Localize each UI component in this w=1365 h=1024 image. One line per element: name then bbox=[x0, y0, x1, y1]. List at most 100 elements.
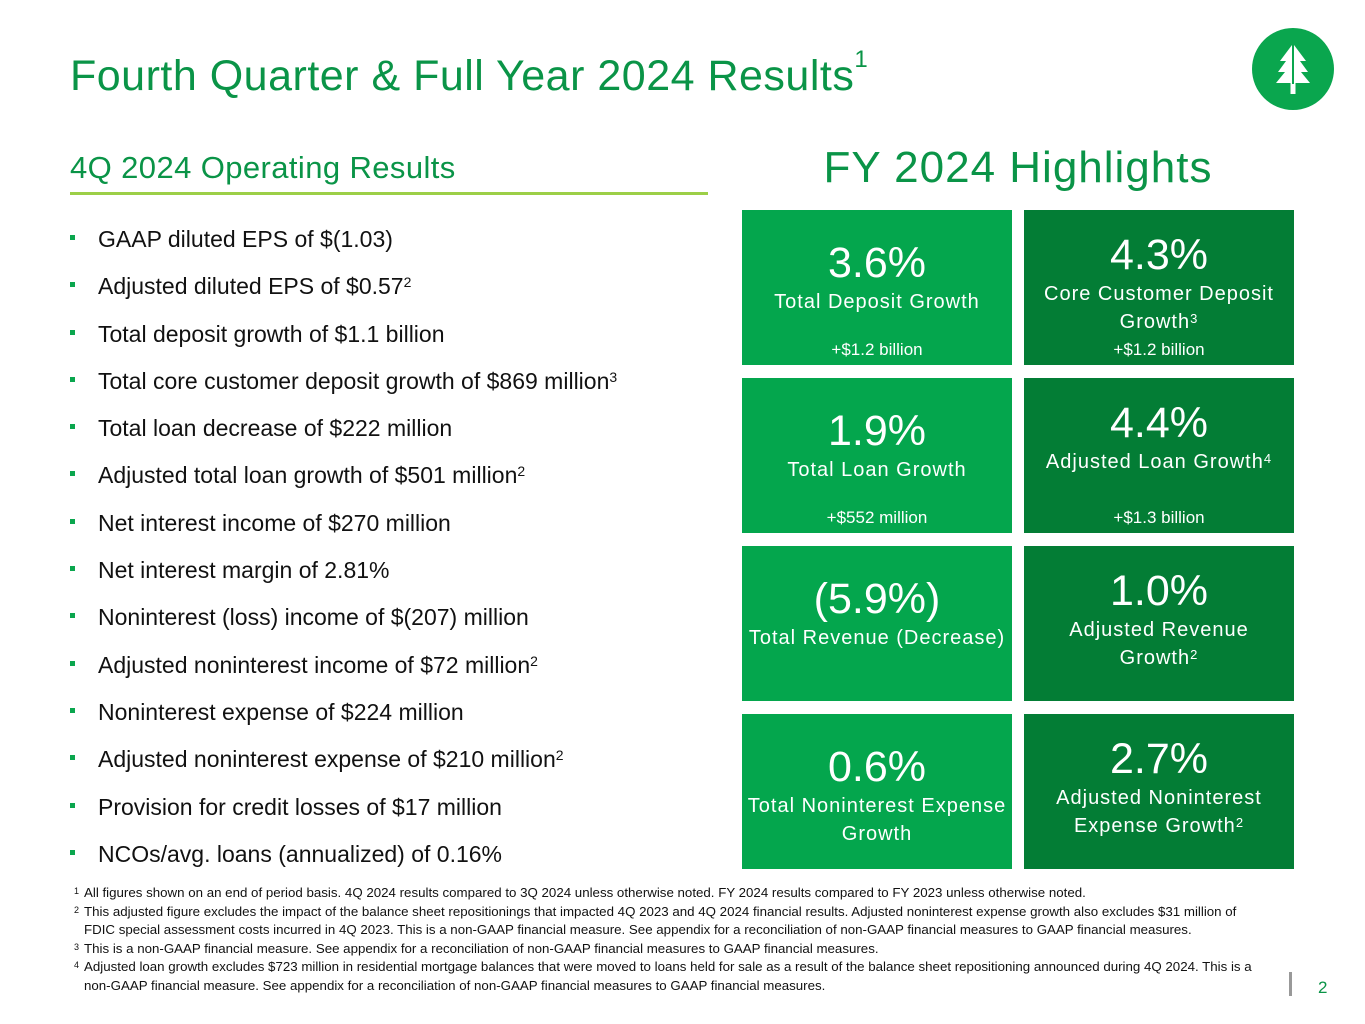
highlight-label-text: Adjusted Loan Growth bbox=[1045, 451, 1264, 473]
bullet-square-icon bbox=[70, 235, 75, 240]
operating-results-heading: 4Q 2024 Operating Results bbox=[70, 150, 456, 185]
highlight-amount: +$1.3 billion bbox=[1113, 508, 1205, 527]
page-title-footnote-ref: 1 bbox=[854, 46, 869, 73]
operating-result-item: Adjusted noninterest expense of $210 mil… bbox=[70, 742, 617, 789]
footnote: 3 This is a non-GAAP financial measure. S… bbox=[74, 940, 1264, 959]
footnote-text: All figures shown on an end of period ba… bbox=[84, 885, 1086, 900]
highlight-value: 4.3% bbox=[1109, 231, 1208, 279]
operating-result-text: GAAP diluted EPS of $(1.03) bbox=[98, 226, 393, 252]
footnote-number: 1 bbox=[74, 886, 80, 896]
bullet-square-icon bbox=[70, 613, 75, 619]
operating-result-item: GAAP diluted EPS of $(1.03) bbox=[70, 222, 617, 269]
operating-result-text: Adjusted noninterest income of $72 milli… bbox=[98, 651, 531, 678]
highlight-amount: +$552 million bbox=[826, 508, 928, 527]
highlight-value: 3.6% bbox=[827, 239, 926, 287]
highlight-label-text: Total Noninterest Expense Growth bbox=[747, 795, 1007, 845]
footnote-text: Adjusted loan growth excludes $723 milli… bbox=[84, 959, 1252, 993]
operating-result-text: Adjusted diluted EPS of $0.57 bbox=[98, 273, 404, 300]
operating-result-text: Total loan decrease of $222 million bbox=[98, 415, 453, 442]
footnote-number: 3 bbox=[74, 941, 80, 952]
highlight-label-text: Total Revenue (Decrease) bbox=[748, 627, 1006, 649]
footnote-ref: 3 bbox=[609, 368, 618, 385]
bullet-square-icon bbox=[70, 566, 75, 572]
highlight-label-text: Core Customer Deposit Growth bbox=[1044, 283, 1274, 333]
highlight-tile: 1.9% Total Loan Growth +$552 million bbox=[742, 378, 1012, 533]
highlight-label-text: Adjusted Revenue Growth bbox=[1069, 619, 1249, 669]
highlight-tile: 4.4% Adjusted Loan Growth4 +$1.3 billion bbox=[1024, 378, 1294, 533]
highlight-tile: 2.7% Adjusted Noninterest Expense Growth2 bbox=[1024, 714, 1294, 869]
highlight-label: Total Revenue (Decrease) bbox=[746, 624, 1008, 652]
page-number-divider bbox=[1289, 972, 1292, 996]
page-title: Fourth Quarter & Full Year 2024 Results1 bbox=[70, 46, 868, 101]
operating-result-item: Adjusted noninterest income of $72 milli… bbox=[70, 648, 617, 695]
footnote: 1 All figures shown on an end of period b… bbox=[74, 884, 1264, 903]
bullet-square-icon bbox=[70, 471, 75, 477]
bullet-square-icon bbox=[70, 282, 75, 288]
highlight-tile: 3.6% Total Deposit Growth +$1.2 billion bbox=[742, 210, 1012, 365]
page-title-text: Fourth Quarter & Full Year 2024 Results bbox=[70, 52, 855, 100]
bullet-square-icon bbox=[70, 660, 75, 666]
operating-result-item: NCOs/avg. loans (annualized) of 0.16% bbox=[70, 837, 617, 884]
bullet-square-icon bbox=[70, 707, 75, 713]
highlight-label-text: Total Loan Growth bbox=[787, 459, 967, 481]
operating-result-text: Net interest margin of 2.81% bbox=[98, 557, 390, 584]
footnote: 2 This adjusted figure excludes the impac… bbox=[74, 903, 1264, 940]
operating-result-text: Adjusted noninterest expense of $210 mil… bbox=[98, 746, 556, 773]
footnote-ref: 2 bbox=[1235, 815, 1245, 830]
tree-logo-icon bbox=[1252, 28, 1334, 110]
footnote-text: This adjusted figure excludes the impact… bbox=[84, 903, 1237, 938]
footnote-ref: 2 bbox=[403, 274, 412, 291]
operating-result-item: Noninterest expense of $224 million bbox=[70, 695, 617, 742]
operating-result-text: Total deposit growth of $1.1 billion bbox=[98, 320, 445, 347]
section-divider bbox=[70, 192, 708, 195]
highlight-tile: 4.3% Core Customer Deposit Growth3 +$1.2 b… bbox=[1024, 210, 1294, 365]
footnote-ref: 4 bbox=[1263, 451, 1273, 466]
footnote: 4 Adjusted loan growth excludes $723 mill… bbox=[74, 958, 1264, 995]
highlight-label-text: Adjusted Noninterest Expense Growth bbox=[1056, 787, 1262, 837]
highlight-label: Total Loan Growth bbox=[746, 456, 1008, 484]
footnote-number: 4 bbox=[74, 960, 80, 970]
highlight-label: Total Deposit Growth bbox=[746, 288, 1008, 316]
footnote-ref: 2 bbox=[530, 652, 538, 669]
operating-result-item: Total core customer deposit growth of $8… bbox=[70, 364, 617, 411]
operating-result-text: Total core customer deposit growth of $8… bbox=[98, 367, 610, 394]
highlight-amount: +$1.2 billion bbox=[1113, 340, 1205, 359]
highlight-label: Adjusted Noninterest Expense Growth2 bbox=[1028, 784, 1290, 840]
operating-result-text: NCOs/avg. loans (annualized) of 0.16% bbox=[98, 840, 502, 867]
operating-result-text: Noninterest expense of $224 million bbox=[98, 698, 464, 725]
highlight-label: Core Customer Deposit Growth3 bbox=[1028, 280, 1290, 336]
footnote-ref: 2 bbox=[1190, 647, 1199, 662]
highlight-amount: +$1.2 billion bbox=[831, 340, 923, 359]
footnote-text: This is a non-GAAP financial measure. Se… bbox=[84, 940, 879, 956]
highlights-heading: FY 2024 Highlights bbox=[823, 143, 1213, 192]
operating-result-item: Total deposit growth of $1.1 billion bbox=[70, 317, 617, 364]
bullet-square-icon bbox=[70, 802, 75, 808]
highlight-label: Adjusted Revenue Growth2 bbox=[1028, 616, 1290, 672]
footnote-ref: 2 bbox=[555, 747, 564, 764]
operating-result-item: Net interest income of $270 million bbox=[70, 506, 617, 553]
highlight-value: 1.0% bbox=[1109, 567, 1208, 615]
highlight-label: Adjusted Loan Growth4 bbox=[1028, 448, 1290, 476]
footnotes: 1 All figures shown on an end of period b… bbox=[74, 884, 1264, 995]
bullet-square-icon bbox=[70, 755, 75, 761]
bullet-square-icon bbox=[70, 376, 75, 382]
operating-result-item: Noninterest (loss) income of $(207) mill… bbox=[70, 600, 617, 647]
operating-results-list: GAAP diluted EPS of $(1.03) Adjusted dilu… bbox=[70, 222, 617, 884]
highlight-label-text: Total Deposit Growth bbox=[774, 291, 980, 313]
operating-result-item: Net interest margin of 2.81% bbox=[70, 553, 617, 600]
page-number: 2 bbox=[1318, 978, 1328, 997]
bullet-square-icon bbox=[70, 518, 75, 524]
footnote-ref: 3 bbox=[1190, 311, 1199, 326]
highlight-label: Total Noninterest Expense Growth bbox=[746, 792, 1008, 848]
operating-result-item: Total loan decrease of $222 million bbox=[70, 411, 617, 458]
highlight-tile: 0.6% Total Noninterest Expense Growth bbox=[742, 714, 1012, 869]
highlight-value: 1.9% bbox=[827, 407, 926, 455]
highlight-value: (5.9%) bbox=[813, 575, 941, 623]
bullet-square-icon bbox=[70, 424, 75, 430]
operating-result-item: Provision for credit losses of $17 milli… bbox=[70, 790, 617, 837]
highlight-tile: 1.0% Adjusted Revenue Growth2 bbox=[1024, 546, 1294, 701]
bullet-square-icon bbox=[70, 329, 75, 335]
operating-result-text: Net interest income of $270 million bbox=[98, 509, 451, 536]
highlight-value: 2.7% bbox=[1109, 735, 1208, 783]
operating-result-item: Adjusted total loan growth of $501 milli… bbox=[70, 458, 617, 505]
